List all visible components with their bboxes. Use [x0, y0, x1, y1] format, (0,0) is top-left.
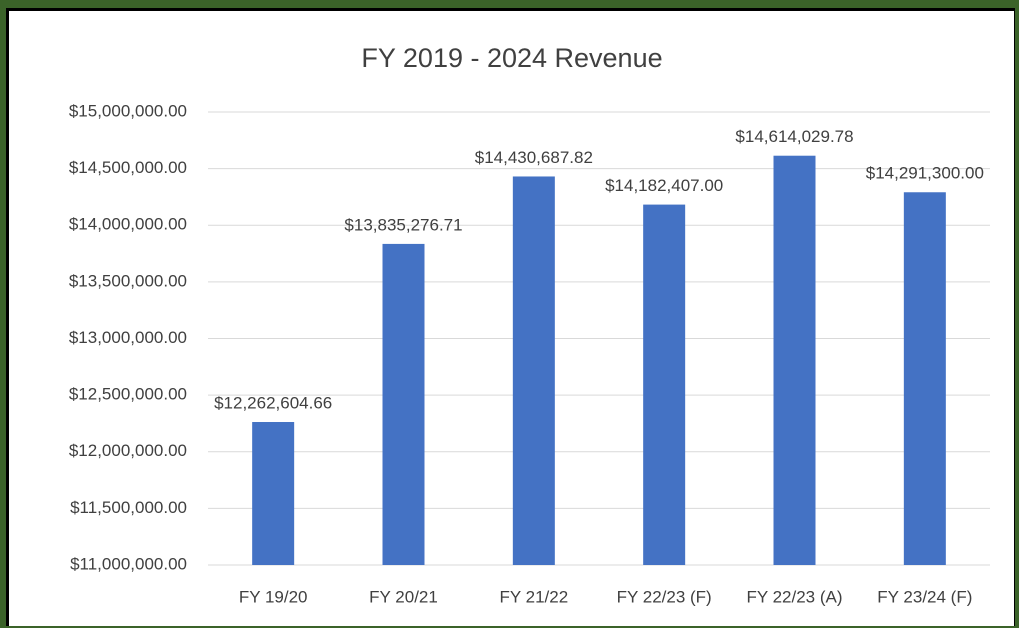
bar — [252, 422, 295, 565]
x-tick-label: FY 20/21 — [369, 587, 438, 606]
x-tick-label: FY 21/22 — [499, 587, 568, 606]
y-tick-label: $13,500,000.00 — [69, 271, 187, 290]
x-tick-label: FY 23/24 (F) — [877, 587, 972, 606]
y-tick-label: $11,500,000.00 — [70, 498, 187, 517]
chart-title: FY 2019 - 2024 Revenue — [361, 43, 662, 73]
data-label: $14,182,407.00 — [605, 176, 723, 195]
frame: FY 2019 - 2024 Revenue $11,000,000.00 $11… — [6, 8, 1015, 626]
bar — [382, 243, 425, 565]
x-tick-label: FY 19/20 — [239, 587, 308, 606]
data-label: $13,835,276.71 — [344, 215, 462, 234]
y-tick-label: $14,000,000.00 — [69, 215, 187, 234]
data-label: $14,291,300.00 — [866, 164, 984, 183]
bar — [643, 204, 686, 565]
data-label: $14,430,687.82 — [475, 148, 593, 167]
y-tick-label: $11,000,000.00 — [70, 554, 187, 573]
data-label: $12,262,604.66 — [214, 393, 332, 412]
chart: FY 2019 - 2024 Revenue $11,000,000.00 $11… — [9, 11, 1014, 626]
bar — [512, 176, 555, 565]
x-tick-label: FY 22/23 (F) — [617, 587, 712, 606]
y-tick-label: $13,000,000.00 — [69, 328, 187, 347]
y-tick-label: $12,000,000.00 — [69, 441, 187, 460]
y-tick-label: $12,500,000.00 — [69, 385, 187, 404]
data-label: $14,614,029.78 — [735, 127, 853, 146]
bar — [773, 155, 816, 565]
x-tick-label: FY 22/23 (A) — [746, 587, 842, 606]
y-tick-label: $15,000,000.00 — [69, 101, 187, 120]
bar — [903, 192, 946, 566]
y-tick-label: $14,500,000.00 — [69, 158, 187, 177]
